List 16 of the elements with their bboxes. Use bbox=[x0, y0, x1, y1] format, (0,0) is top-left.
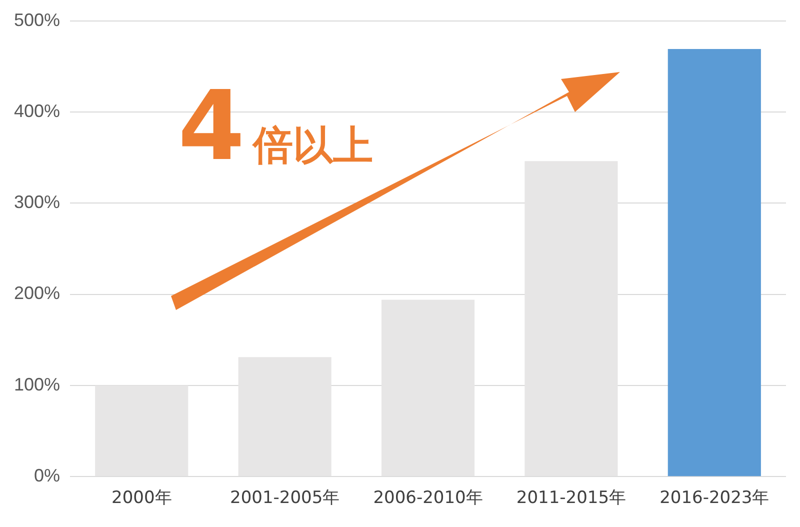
y-tick-label: 400% bbox=[14, 100, 60, 121]
x-tick-label: 2001-2005年 bbox=[230, 488, 340, 508]
bar bbox=[95, 385, 188, 476]
bar bbox=[238, 357, 332, 476]
y-tick-label: 200% bbox=[14, 283, 60, 304]
x-tick-label: 2011-2015年 bbox=[516, 488, 626, 508]
y-tick-label: 0% bbox=[34, 466, 60, 486]
y-tick-label: 300% bbox=[14, 192, 60, 212]
x-tick-label: 2016-2023年 bbox=[660, 488, 770, 508]
bar bbox=[381, 300, 475, 476]
x-tick-label: 2000年 bbox=[112, 488, 172, 508]
x-tick-label: 2006-2010年 bbox=[373, 488, 483, 508]
bar bbox=[668, 49, 761, 476]
bar bbox=[524, 161, 618, 476]
y-tick-label: 500% bbox=[14, 10, 60, 30]
y-tick-label: 100% bbox=[14, 374, 60, 394]
